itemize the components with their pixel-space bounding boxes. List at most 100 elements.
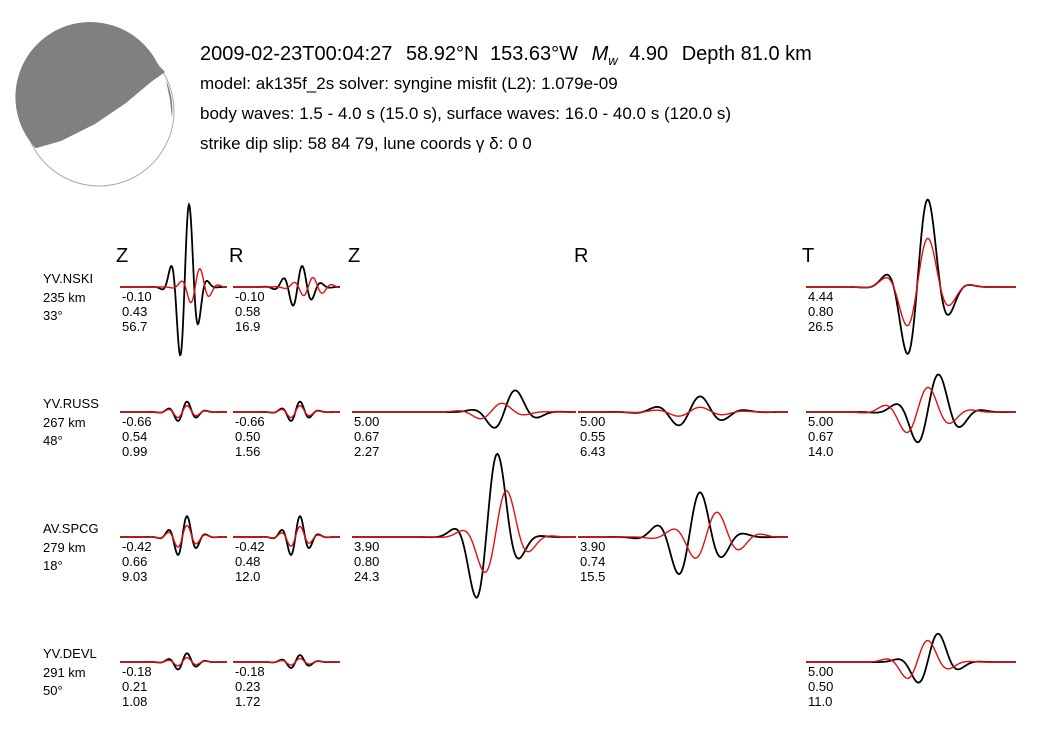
panel-label-1: 0.50	[808, 679, 833, 694]
synthetic-waveform	[806, 386, 1016, 434]
beachball-compressional-quadrant	[15, 22, 166, 149]
synthetic-waveform	[578, 511, 789, 559]
event-datetime: 2009-02-23T00:04:27	[200, 43, 392, 65]
panel-label-0: -0.42	[235, 539, 265, 554]
panel-label-0: -0.42	[122, 539, 152, 554]
panel-label-2: 56.7	[122, 319, 147, 334]
synthetic-waveform	[120, 656, 228, 667]
synthetic-waveform	[233, 405, 340, 419]
observed-waveform	[806, 373, 1016, 444]
station-name: YV.DEVL	[43, 646, 97, 661]
panel-label-1: 0.66	[122, 554, 147, 569]
synthetic-waveform	[233, 276, 341, 297]
column-header-0: Z	[116, 245, 128, 267]
panel-label-2: 9.03	[122, 569, 147, 584]
synthetic-waveform	[352, 489, 576, 574]
panel-label-1: 0.21	[122, 679, 147, 694]
panel-label-2: 11.0	[808, 694, 832, 709]
station-distance: 279 km	[43, 540, 86, 555]
observed-waveform	[352, 452, 576, 599]
panel-label-0: -0.66	[235, 414, 265, 429]
panel-label-2: 6.43	[580, 444, 605, 459]
panel-label-0: 5.00	[808, 664, 833, 679]
event-lon: 153.63°W	[490, 43, 578, 65]
panel-label-1: 0.23	[235, 679, 260, 694]
panel-label-2: 1.72	[235, 694, 260, 709]
station-name: YV.NSKI	[43, 271, 93, 286]
panel-label-2: 12.0	[235, 569, 260, 584]
synthetic-waveform	[806, 237, 1016, 327]
panel-label-1: 0.54	[122, 429, 147, 444]
synthetic-waveform	[578, 406, 788, 417]
event-depth: Depth 81.0 km	[682, 43, 812, 65]
station-azimuth: 48°	[43, 433, 63, 448]
panel-label-0: 5.00	[580, 414, 605, 429]
panel-label-1: 0.43	[122, 304, 147, 319]
panel-label-1: 0.80	[354, 554, 379, 569]
panel-label-2: 14.0	[808, 444, 833, 459]
panel-label-0: 3.90	[580, 539, 605, 554]
magnitude-value: 4.90	[629, 43, 668, 65]
header: 2009-02-23T00:04:27 58.92°N 153.63°W Mw …	[200, 43, 812, 153]
panel-label-2: 26.5	[808, 319, 833, 334]
panel-label-2: 0.99	[122, 444, 147, 459]
column-header-3: R	[574, 245, 588, 267]
panel-label-0: 5.00	[808, 414, 833, 429]
panel-label-1: 0.80	[808, 304, 833, 319]
panel-label-0: -0.10	[122, 289, 152, 304]
synthetic-waveform	[352, 402, 576, 420]
panel-label-2: 16.9	[235, 319, 260, 334]
magnitude-subscript: w	[608, 53, 619, 68]
observed-waveform	[578, 491, 788, 575]
panel-label-0: -0.10	[235, 289, 265, 304]
station-distance: 235 km	[43, 290, 86, 305]
station-name: AV.SPCG	[43, 521, 99, 536]
synthetic-waveform	[120, 405, 227, 419]
column-header-1: R	[229, 245, 243, 267]
panel-label-0: -0.18	[235, 664, 265, 679]
station-distance: 267 km	[43, 415, 86, 430]
panel-label-0: -0.66	[122, 414, 152, 429]
station-name: YV.RUSS	[43, 396, 99, 411]
header-line-3: body waves: 1.5 - 4.0 s (15.0 s), surfac…	[200, 104, 731, 123]
synthetic-waveform	[806, 639, 1016, 680]
column-header-4: T	[802, 245, 814, 267]
panel-label-1: 0.55	[580, 429, 605, 444]
panel-label-1: 0.74	[580, 554, 605, 569]
panel-label-1: 0.58	[235, 304, 260, 319]
event-lat: 58.92°N	[406, 43, 479, 65]
panel-label-0: 4.44	[808, 289, 833, 304]
panel-label-1: 0.50	[235, 429, 260, 444]
panel-label-2: 1.08	[122, 694, 147, 709]
header-line-2: model: ak135f_2s solver: syngine misfit …	[200, 74, 618, 93]
panel-label-2: 2.27	[354, 444, 379, 459]
panel-label-1: 0.48	[235, 554, 260, 569]
panel-label-2: 24.3	[354, 569, 379, 584]
station-azimuth: 50°	[43, 683, 63, 698]
observed-waveform	[806, 198, 1016, 356]
beachball	[15, 22, 175, 187]
synthetic-waveform	[120, 267, 228, 304]
synthetic-waveform	[120, 524, 228, 548]
synthetic-waveform	[233, 525, 340, 547]
beachball-compressional-sliver	[166, 80, 173, 118]
panel-label-0: 5.00	[354, 414, 379, 429]
panel-label-1: 0.67	[354, 429, 379, 444]
synthetic-waveform	[233, 657, 340, 666]
column-header-2: Z	[348, 245, 360, 267]
station-distance: 291 km	[43, 665, 86, 680]
panel-label-2: 1.56	[235, 444, 260, 459]
observed-waveform	[578, 395, 788, 427]
header-line-4: strike dip slip: 58 84 79, lune coords γ…	[200, 134, 532, 153]
header-line-1: 2009-02-23T00:04:27 58.92°N 153.63°W Mw …	[200, 43, 812, 70]
magnitude-symbol: M	[592, 43, 609, 65]
panel-label-2: 15.5	[580, 569, 605, 584]
panel-label-1: 0.67	[808, 429, 833, 444]
panel-label-0: -0.18	[122, 664, 152, 679]
station-azimuth: 18°	[43, 558, 63, 573]
